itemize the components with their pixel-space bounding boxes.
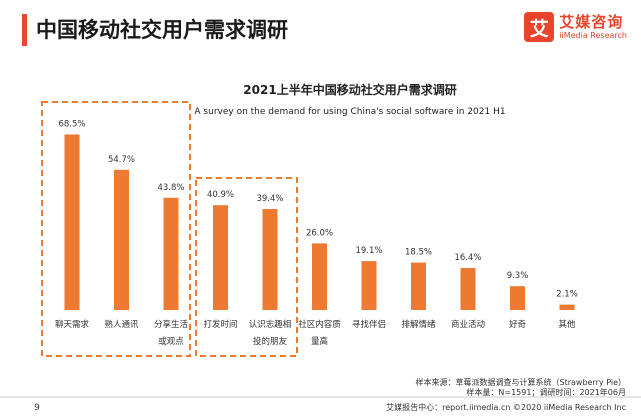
chart-subtitle: A survey on the demand for using China's…: [194, 107, 505, 117]
bar: [361, 261, 377, 310]
value-label: 18.5%: [405, 248, 432, 258]
brand-logo: 艾 艾媒咨询 iiMedia Research: [524, 12, 627, 42]
source-line: 样本来源：草莓派数据调查与计算系统（Strawberry Pie）: [416, 377, 626, 387]
category-label: 熟人通讯: [104, 319, 139, 330]
bar: [213, 205, 228, 310]
category-label: 认识志趣相: [249, 319, 292, 330]
value-label: 40.9%: [207, 190, 234, 200]
bar: [411, 262, 426, 310]
logo-text: 艾媒咨询 iiMedia Research: [559, 13, 627, 41]
page-title: 中国移动社交用户需求调研: [36, 18, 288, 42]
category-label: 其他: [558, 319, 576, 330]
bar: [460, 267, 476, 310]
value-label: 43.8%: [157, 183, 184, 193]
category-label: 聊天需求: [55, 319, 90, 330]
logo-name-cn: 艾媒咨询: [559, 13, 624, 31]
value-label: 9.3%: [507, 271, 529, 281]
highlight-group-box: [41, 101, 191, 357]
value-label: 19.1%: [355, 246, 382, 256]
bar: [163, 197, 179, 310]
page-number: 9: [34, 403, 40, 413]
value-label: 68.5%: [58, 119, 85, 129]
value-label: 54.7%: [108, 155, 135, 165]
title-accent-bar: [22, 14, 27, 46]
brand-line: 艾媒报告中心：report.iimedia.cn ©2020 iiMedia R…: [386, 402, 626, 412]
category-label: 寻找伴侣: [352, 319, 386, 330]
bar: [559, 304, 575, 310]
bar: [114, 169, 129, 310]
category-label: 分享生活: [154, 319, 189, 330]
category-label: 投的朋友: [253, 336, 288, 347]
category-label: 或观点: [158, 336, 184, 347]
category-label: 社区内容质: [298, 319, 341, 330]
value-label: 26.0%: [306, 228, 333, 238]
category-label: 排解情绪: [401, 319, 436, 330]
chart-title: 2021上半年中国移动社交用户需求调研: [243, 82, 456, 97]
category-label: 好奇: [509, 319, 527, 330]
highlight-group-box: [195, 177, 298, 357]
logo-name-en: iiMedia Research: [559, 31, 627, 40]
bar: [64, 134, 80, 310]
category-label: 打发时间: [203, 319, 237, 330]
logo-icon: 艾: [524, 12, 555, 42]
value-label: 16.4%: [454, 253, 481, 263]
category-label: 商业活动: [451, 319, 486, 330]
bar: [510, 286, 525, 310]
value-label: 2.1%: [556, 290, 578, 300]
sample-line: 样本量：N=1591；调研时间：2021年06月: [466, 387, 626, 397]
bar: [312, 243, 327, 310]
category-label: 量高: [311, 336, 328, 347]
bar: [262, 209, 278, 310]
value-label: 39.4%: [256, 194, 283, 204]
